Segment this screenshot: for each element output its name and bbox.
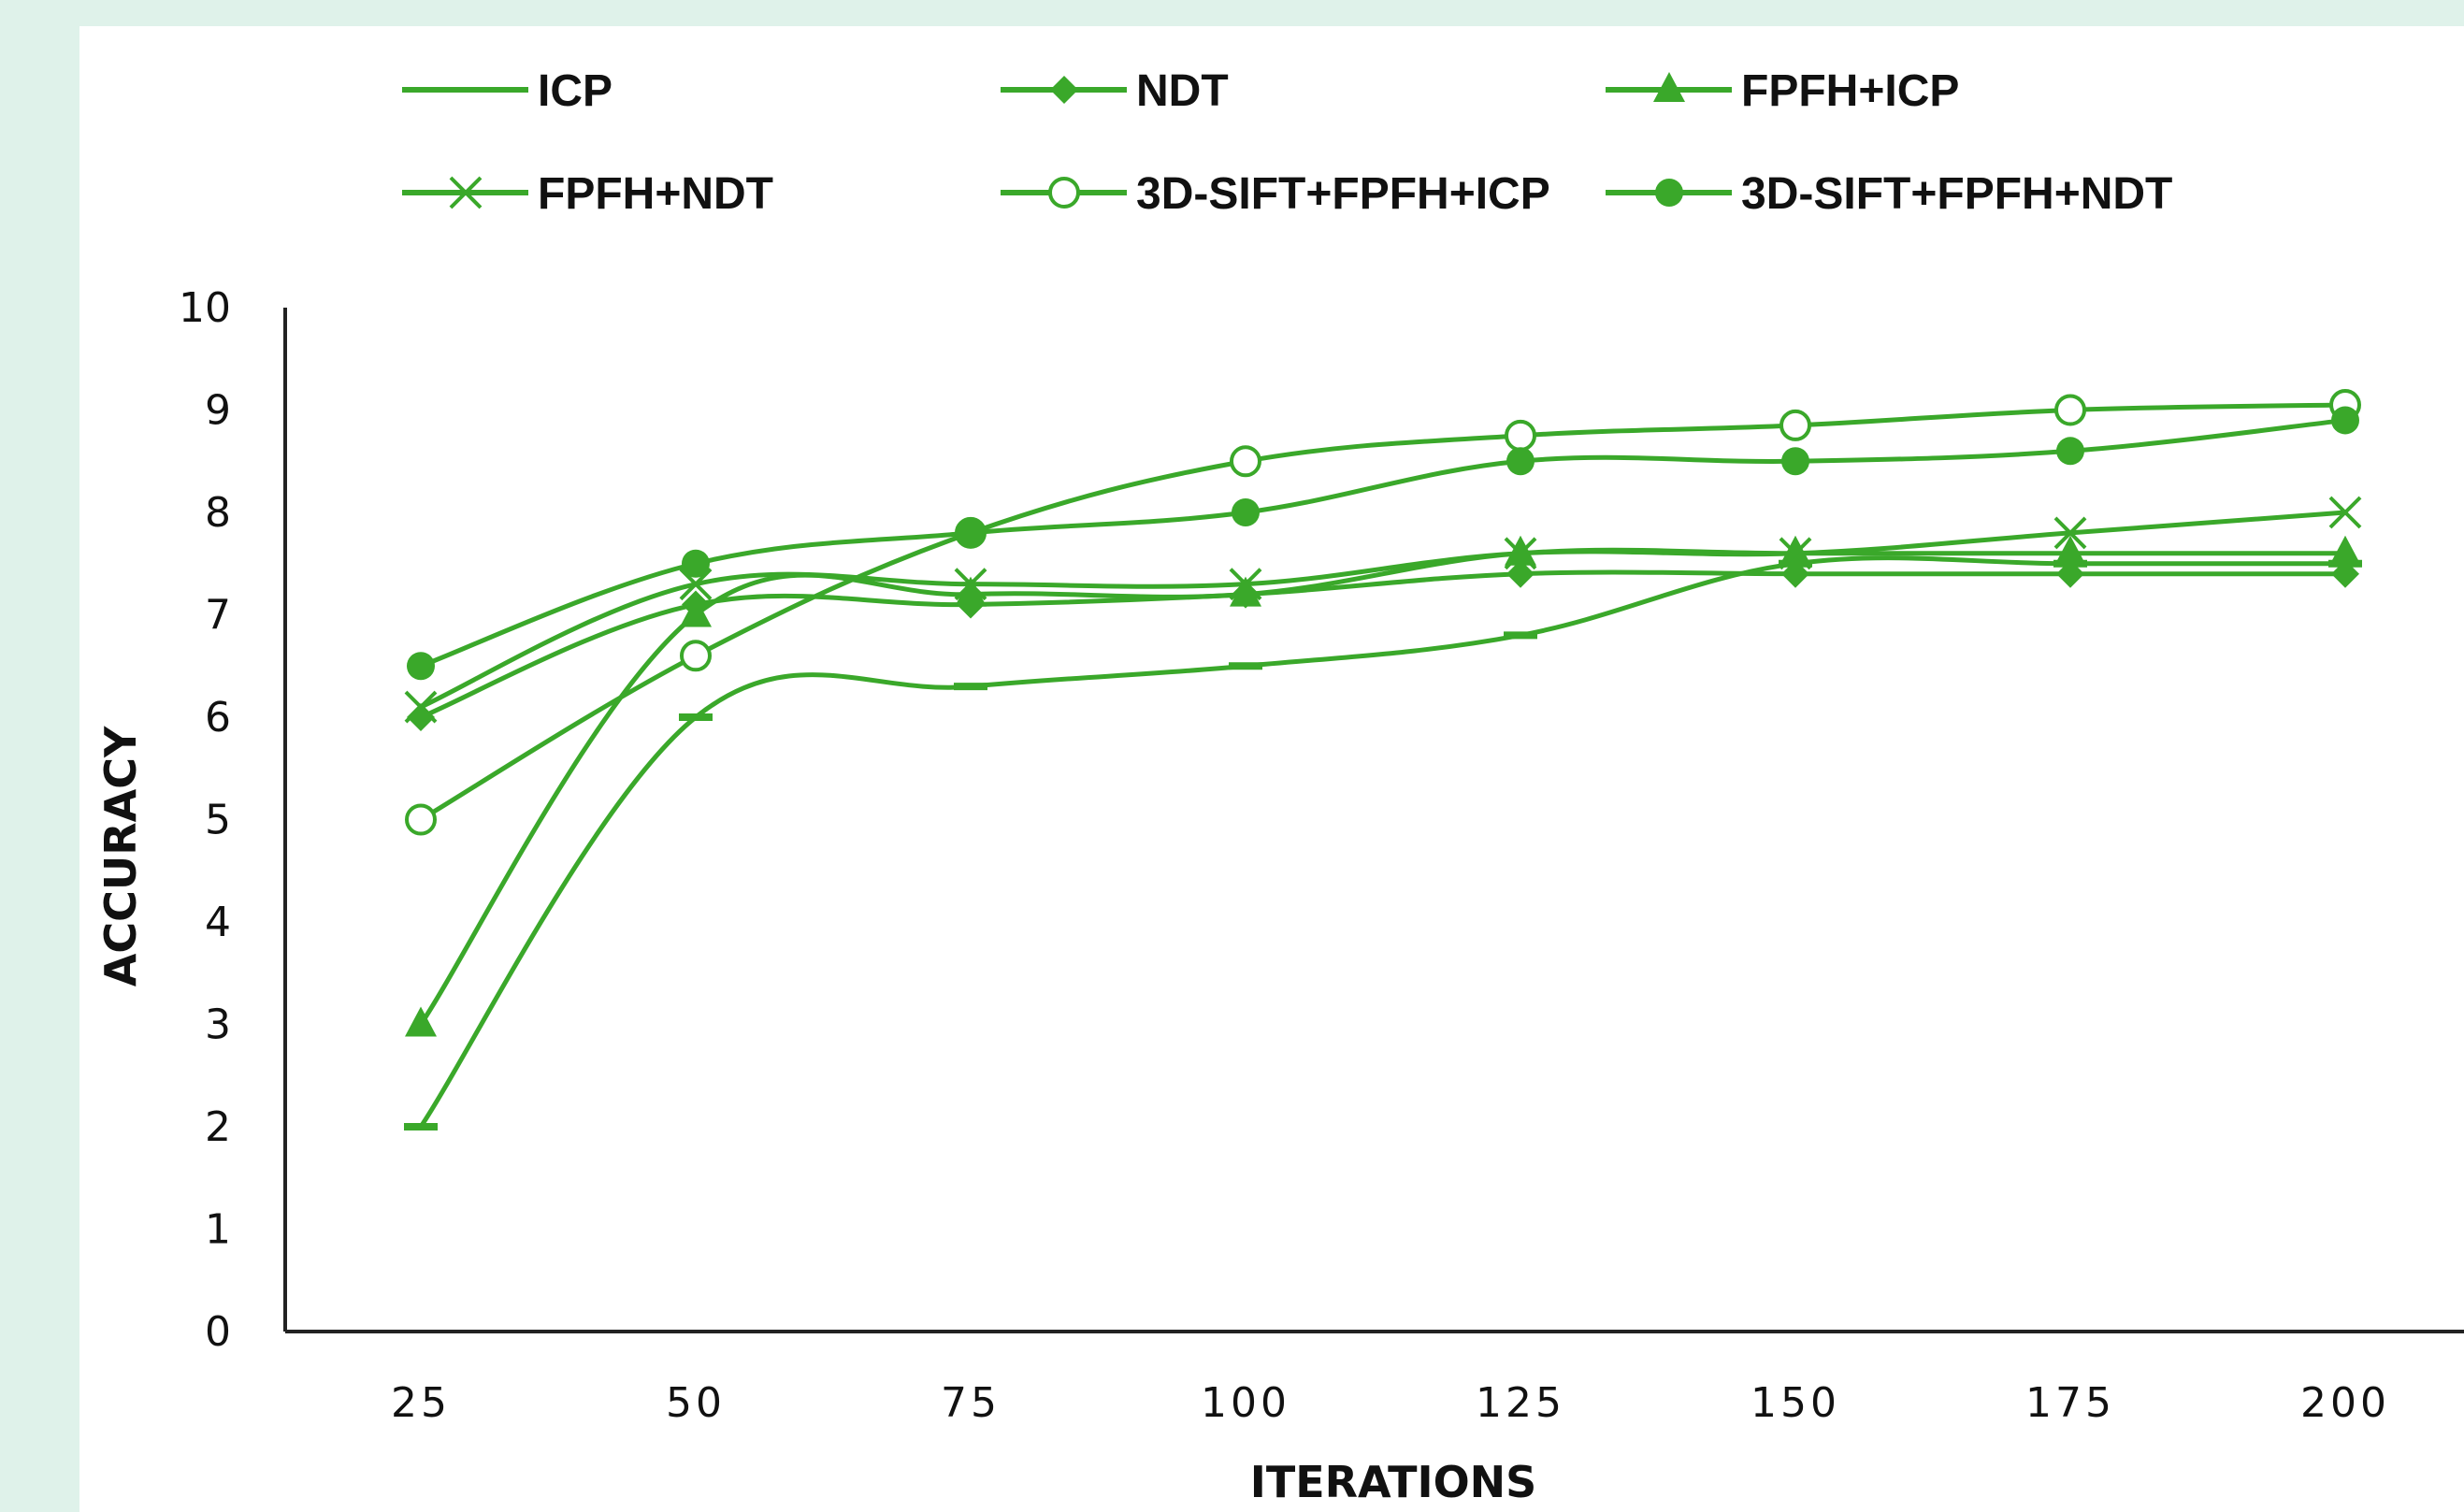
marker-triangle	[955, 576, 987, 607]
y-tick-label: 0	[205, 1308, 231, 1356]
marker-x	[404, 690, 438, 724]
marker-x	[1779, 537, 1812, 570]
marker-circle-filled	[682, 549, 710, 578]
marker-x	[1504, 537, 1537, 570]
line-chart: ICP NDT FPFH+ICP FPFH+NDT 3D-SIFT+FPFH+ICP 3D…	[95, 66, 2464, 1507]
marker-triangle	[1780, 535, 1811, 566]
marker-diamond	[1050, 76, 1078, 104]
series-line	[419, 510, 2346, 710]
x-axis-title: ITERATIONS	[1250, 1457, 1537, 1507]
marker-circle-filled	[1506, 447, 1535, 476]
series-line	[420, 569, 2345, 720]
legend-label: FPFH+ICP	[1741, 66, 1959, 116]
marker-circle-filled	[957, 518, 985, 547]
marker-triangle	[2054, 535, 2086, 566]
x-tick-label: 50	[666, 1379, 726, 1427]
marker-circle-open	[1780, 409, 1811, 441]
x-tick-label: 200	[2300, 1379, 2390, 1427]
legend-label: NDT	[1136, 66, 1229, 116]
marker-circle-filled	[2331, 406, 2359, 435]
y-tick-label: 9	[205, 387, 231, 435]
marker-circle-filled	[1232, 498, 1260, 526]
series-fpfh-icp	[405, 535, 2361, 1037]
legend-item: 3D-SIFT+FPFH+NDT	[1606, 169, 2172, 219]
marker-triangle	[1505, 535, 1536, 566]
legend: ICP NDT FPFH+ICP FPFH+NDT 3D-SIFT+FPFH+ICP 3D…	[402, 66, 2172, 219]
marker-circle-open	[405, 803, 437, 836]
marker-x	[1229, 568, 1262, 601]
series-layer	[404, 389, 2362, 1130]
legend-item: NDT	[1001, 66, 1229, 116]
marker-diamond	[407, 703, 435, 731]
x-tick-label: 175	[2025, 1379, 2115, 1427]
x-tick-label: 100	[1201, 1379, 1290, 1427]
y-tick-label: 10	[179, 284, 231, 332]
x-tick-label: 25	[391, 1379, 451, 1427]
y-tick-labels: 0 1 2 3 4 5 6 7 8 9 10	[179, 284, 231, 1356]
axes	[283, 308, 2464, 1333]
marker-circle-filled	[1781, 447, 1809, 476]
y-tick-label: 2	[205, 1103, 231, 1151]
marker-diamond	[2056, 559, 2084, 588]
y-tick-label: 3	[205, 1001, 231, 1049]
y-tick-label: 6	[205, 694, 231, 742]
marker-circle-open	[2054, 394, 2086, 426]
marker-x	[954, 568, 987, 601]
marker-x	[449, 176, 483, 209]
marker-triangle	[680, 597, 712, 627]
marker-diamond	[1506, 559, 1535, 588]
series-line	[420, 417, 2346, 669]
legend-label: ICP	[538, 66, 612, 116]
marker-x	[2053, 516, 2087, 550]
legend-label: 3D-SIFT+FPFH+ICP	[1136, 169, 1550, 219]
marker-triangle	[2329, 535, 2361, 566]
legend-item: FPFH+NDT	[402, 169, 773, 219]
marker-circle-open	[680, 640, 712, 672]
y-tick-label: 7	[205, 592, 231, 640]
legend-label: 3D-SIFT+FPFH+NDT	[1741, 169, 2172, 219]
marker-diamond	[2331, 559, 2359, 588]
series-3d-sift-fpfh-icp	[405, 389, 2361, 836]
marker-triangle	[1230, 576, 1261, 607]
marker-x	[2328, 496, 2362, 529]
y-tick-label: 4	[205, 899, 231, 946]
marker-triangle	[405, 1006, 437, 1037]
marker-triangle	[1653, 72, 1685, 102]
chart-panel: ICP NDT FPFH+ICP FPFH+NDT 3D-SIFT+FPFH+ICP 3D…	[79, 26, 2464, 1512]
legend-item: FPFH+ICP	[1606, 66, 1959, 116]
series-line	[418, 547, 2345, 1026]
marker-diamond	[1781, 559, 1809, 588]
series-3d-sift-fpfh-ndt	[407, 406, 2359, 681]
marker-circle-open	[1230, 445, 1261, 478]
series-line	[418, 555, 2345, 1129]
series-fpfh-ndt	[404, 496, 2362, 724]
series-line	[419, 402, 2346, 822]
x-tick-label: 150	[1751, 1379, 1840, 1427]
y-tick-label: 1	[205, 1206, 231, 1254]
y-axis-title: ACCURACY	[95, 726, 146, 986]
marker-circle-filled	[407, 652, 435, 681]
marker-circle-filled	[2056, 437, 2084, 466]
x-tick-label: 75	[941, 1379, 1001, 1427]
x-tick-labels: 25 50 75 100 125 150 175 200	[391, 1379, 2390, 1427]
marker-circle-open	[1505, 419, 1536, 452]
legend-label: FPFH+NDT	[538, 169, 773, 219]
y-tick-label: 5	[205, 797, 231, 844]
x-tick-label: 125	[1476, 1379, 1565, 1427]
marker-circle-filled	[1655, 179, 1683, 207]
legend-item: 3D-SIFT+FPFH+ICP	[1001, 169, 1550, 219]
y-tick-label: 8	[205, 489, 231, 537]
legend-item: ICP	[402, 66, 612, 116]
marker-x	[679, 568, 713, 601]
marker-circle-open	[1048, 177, 1080, 209]
